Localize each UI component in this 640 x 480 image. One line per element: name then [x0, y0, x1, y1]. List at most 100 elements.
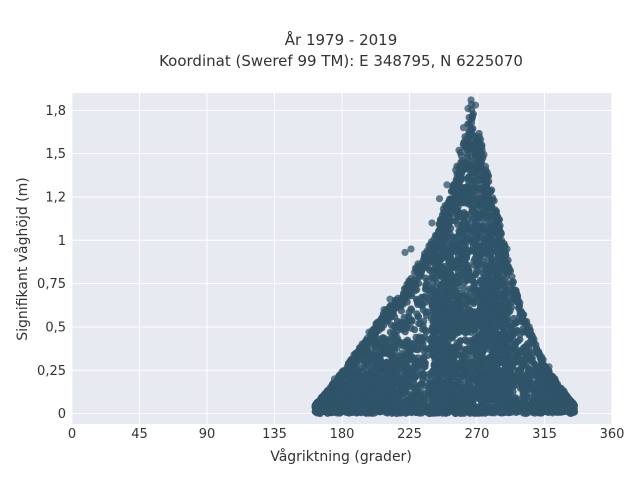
data-point	[344, 383, 353, 391]
data-point	[350, 351, 358, 359]
data-point	[493, 360, 501, 368]
data-point	[471, 254, 479, 263]
data-point	[454, 212, 462, 221]
data-point	[417, 380, 426, 388]
data-point	[472, 234, 480, 242]
data-point	[440, 283, 448, 291]
data-point	[362, 381, 370, 389]
data-point	[405, 286, 414, 294]
data-point	[471, 327, 479, 335]
data-point	[529, 372, 537, 380]
data-point	[469, 189, 477, 197]
data-point	[447, 264, 455, 272]
data-point	[503, 245, 511, 253]
data-point	[517, 381, 525, 389]
data-point	[400, 313, 408, 322]
data-point	[497, 231, 505, 239]
data-point	[475, 380, 483, 388]
data-point	[324, 386, 332, 394]
data-point	[438, 389, 446, 397]
data-point	[455, 271, 463, 280]
data-point	[448, 302, 457, 310]
data-point	[499, 278, 507, 286]
data-point	[370, 396, 378, 404]
data-point	[464, 266, 472, 274]
data-point	[455, 146, 463, 154]
data-point	[376, 356, 385, 364]
data-point	[460, 218, 468, 226]
data-point	[490, 349, 498, 358]
data-point	[464, 104, 472, 113]
scatter-points	[311, 96, 579, 418]
data-point	[445, 256, 454, 264]
data-point	[437, 234, 446, 242]
data-point	[411, 385, 419, 393]
data-point	[495, 215, 504, 224]
data-point	[407, 245, 415, 253]
data-point	[441, 201, 449, 210]
data-point	[384, 316, 392, 324]
data-point	[417, 293, 425, 302]
data-point	[479, 201, 487, 209]
data-point	[443, 181, 451, 189]
data-point	[462, 248, 471, 256]
data-point	[461, 211, 469, 219]
data-point	[405, 344, 414, 352]
data-point	[438, 355, 447, 363]
data-point	[433, 336, 441, 345]
data-point	[456, 384, 464, 392]
data-point	[469, 125, 477, 133]
data-point	[418, 334, 426, 342]
data-point	[461, 258, 469, 266]
data-point	[408, 366, 416, 374]
data-point	[499, 329, 507, 337]
data-point	[386, 364, 394, 372]
data-point	[529, 381, 537, 389]
data-point	[421, 285, 430, 293]
data-point	[464, 378, 473, 386]
data-point	[456, 370, 464, 378]
data-point	[455, 279, 463, 287]
data-point	[343, 363, 351, 371]
data-point	[353, 392, 361, 400]
data-point	[407, 324, 415, 332]
data-point	[475, 243, 483, 251]
data-point	[524, 348, 533, 356]
data-point	[462, 299, 470, 308]
data-point	[530, 335, 538, 343]
data-point	[520, 360, 528, 368]
data-point	[502, 301, 510, 309]
data-point	[537, 354, 546, 362]
data-point	[395, 379, 403, 388]
data-point	[473, 340, 481, 349]
data-point	[330, 375, 339, 383]
data-point	[363, 389, 371, 397]
data-point	[493, 288, 501, 296]
data-point	[512, 348, 520, 356]
data-point	[477, 166, 485, 174]
data-point	[454, 252, 463, 261]
data-point	[492, 390, 500, 399]
data-point	[481, 282, 489, 290]
data-point	[345, 373, 354, 381]
data-point	[406, 277, 414, 286]
data-point	[461, 189, 470, 197]
data-point	[487, 359, 495, 367]
data-point	[456, 337, 464, 346]
data-point	[547, 393, 555, 401]
data-point	[500, 321, 508, 329]
data-point	[359, 342, 367, 350]
data-point	[421, 298, 429, 306]
data-point	[500, 258, 508, 266]
data-point	[482, 314, 490, 322]
data-point	[512, 394, 520, 402]
data-point	[460, 284, 468, 293]
data-point	[490, 197, 498, 205]
data-point	[479, 323, 487, 331]
data-point	[474, 214, 483, 222]
data-point	[400, 291, 408, 299]
data-point	[536, 397, 544, 405]
data-point	[560, 387, 568, 395]
data-point	[462, 321, 470, 330]
